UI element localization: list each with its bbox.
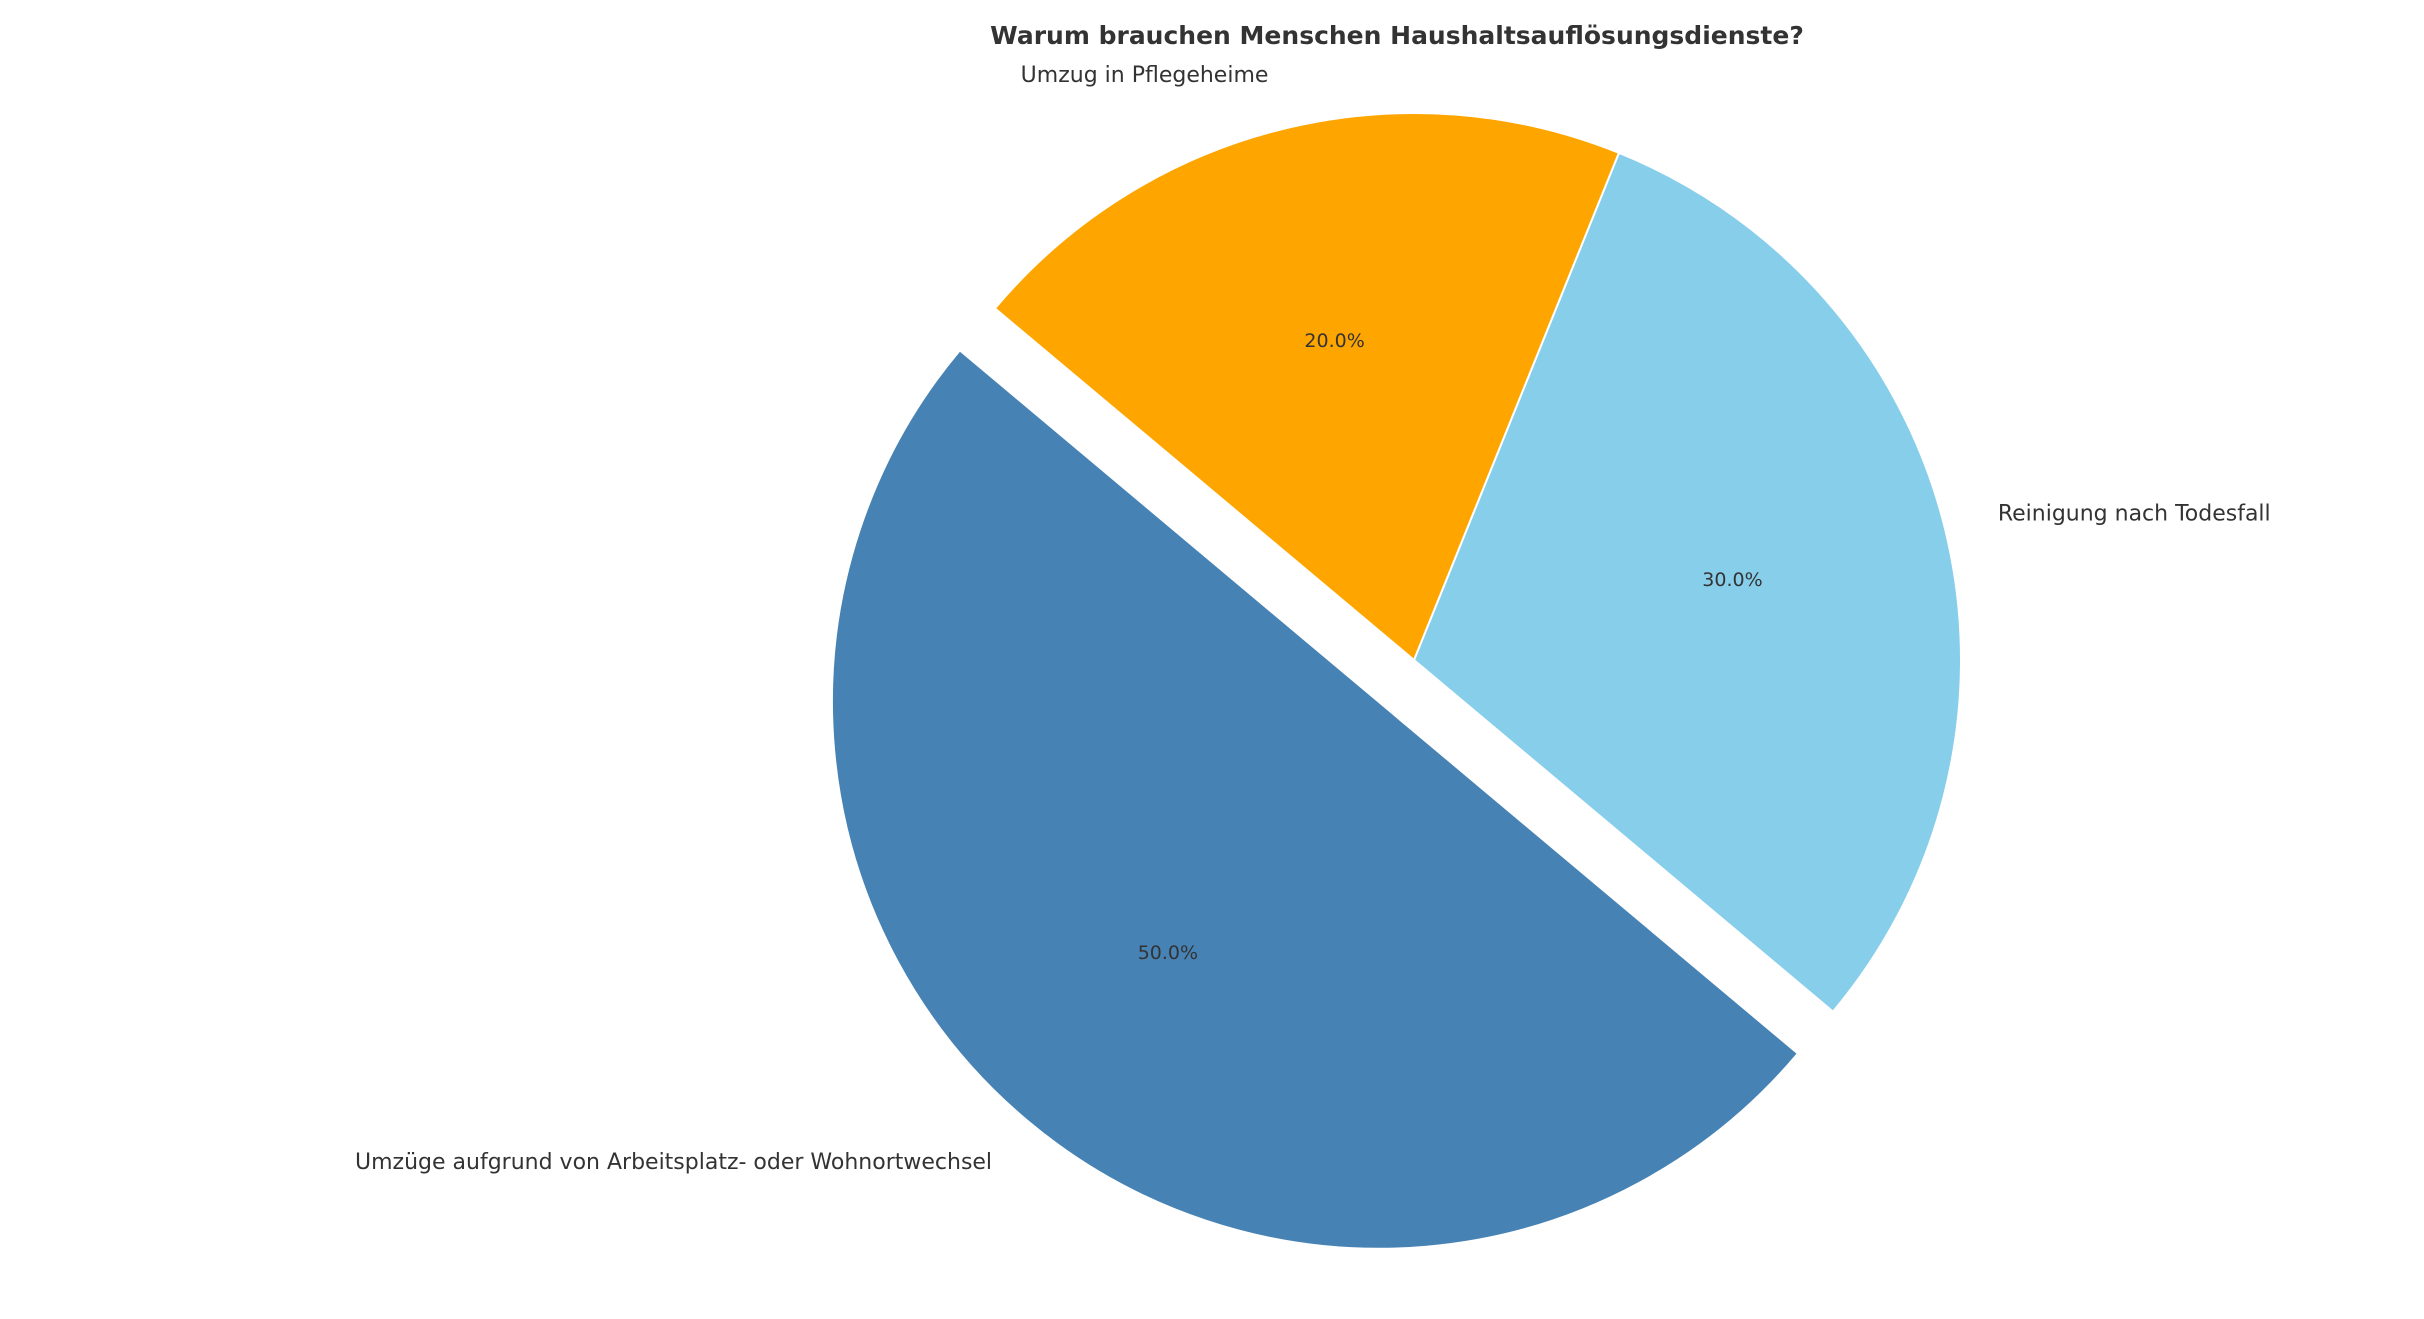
- percent-label: 30.0%: [1702, 569, 1762, 591]
- pie-slice: [830, 348, 1800, 1250]
- percent-label: 20.0%: [1304, 330, 1364, 352]
- slice-label: Umzug in Pflegeheime: [1021, 63, 1269, 88]
- percent-label: 50.0%: [1138, 942, 1198, 964]
- slice-label: Umzüge aufgrund von Arbeitsplatz- oder W…: [355, 1150, 992, 1175]
- slice-label: Reinigung nach Todesfall: [1998, 501, 2271, 526]
- chart-title: Warum brauchen Menschen Haushaltsauflösu…: [990, 21, 1804, 50]
- pie-slice: [1412, 151, 1962, 1014]
- pie-slice: [993, 111, 1621, 662]
